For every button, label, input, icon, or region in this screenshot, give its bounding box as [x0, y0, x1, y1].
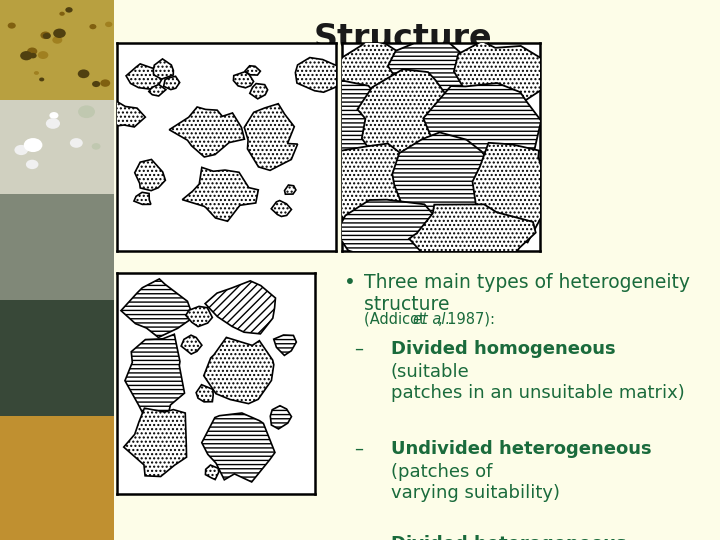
Polygon shape	[392, 132, 504, 222]
Polygon shape	[295, 58, 344, 92]
Circle shape	[59, 12, 65, 16]
Polygon shape	[153, 59, 174, 79]
Circle shape	[66, 7, 73, 12]
Circle shape	[78, 70, 89, 78]
Circle shape	[89, 24, 96, 29]
Text: Divided heterogeneous: Divided heterogeneous	[391, 535, 633, 540]
Polygon shape	[337, 39, 411, 105]
Bar	[0, 100, 114, 194]
Circle shape	[34, 71, 39, 75]
Circle shape	[53, 29, 66, 38]
Text: (Addicot: (Addicot	[364, 312, 430, 327]
Circle shape	[46, 118, 60, 129]
Text: –: –	[355, 440, 369, 458]
Polygon shape	[454, 41, 549, 108]
Circle shape	[26, 160, 38, 169]
Circle shape	[50, 112, 58, 119]
Polygon shape	[186, 306, 212, 327]
Polygon shape	[472, 143, 549, 242]
Polygon shape	[134, 192, 151, 205]
Polygon shape	[357, 69, 462, 174]
Text: Three main types of heterogeneity
structure: Three main types of heterogeneity struct…	[364, 273, 690, 314]
Circle shape	[105, 22, 112, 27]
Text: •: •	[344, 273, 356, 292]
Bar	[0, 194, 114, 300]
Circle shape	[20, 51, 32, 60]
Circle shape	[53, 36, 63, 44]
Circle shape	[37, 51, 48, 59]
Polygon shape	[205, 465, 219, 480]
Polygon shape	[126, 64, 162, 89]
Polygon shape	[125, 334, 184, 424]
Text: (suitable
patches in an unsuitable matrix): (suitable patches in an unsuitable matri…	[391, 363, 685, 402]
Text: et al.: et al.	[413, 312, 451, 327]
Polygon shape	[244, 104, 297, 170]
Polygon shape	[245, 66, 261, 75]
Bar	[0, 300, 114, 416]
Polygon shape	[270, 406, 292, 429]
Circle shape	[92, 81, 100, 87]
Bar	[0, 0, 114, 100]
Text: –: –	[355, 535, 369, 540]
Polygon shape	[204, 338, 274, 403]
Polygon shape	[149, 84, 166, 96]
Circle shape	[40, 31, 50, 39]
Polygon shape	[274, 335, 297, 355]
Polygon shape	[163, 76, 180, 90]
Polygon shape	[409, 204, 536, 266]
Circle shape	[8, 23, 16, 29]
Circle shape	[39, 78, 45, 82]
Polygon shape	[342, 43, 540, 251]
Polygon shape	[109, 102, 145, 127]
Bar	[0, 416, 114, 540]
Polygon shape	[315, 79, 397, 174]
Text: , 1987):: , 1987):	[438, 312, 495, 327]
Circle shape	[14, 145, 28, 155]
Polygon shape	[284, 185, 296, 194]
Polygon shape	[250, 84, 268, 99]
Circle shape	[100, 79, 110, 87]
Polygon shape	[181, 335, 202, 354]
Polygon shape	[182, 167, 258, 221]
Polygon shape	[271, 200, 292, 217]
Polygon shape	[423, 83, 541, 173]
Circle shape	[24, 138, 42, 152]
Circle shape	[27, 48, 37, 55]
Polygon shape	[336, 200, 444, 263]
Circle shape	[70, 138, 83, 148]
Polygon shape	[233, 72, 253, 88]
Polygon shape	[124, 408, 186, 476]
Text: Undivided heterogeneous: Undivided heterogeneous	[391, 440, 658, 458]
Polygon shape	[169, 107, 244, 157]
Circle shape	[30, 53, 37, 58]
Polygon shape	[202, 413, 275, 482]
Polygon shape	[121, 279, 191, 338]
Polygon shape	[205, 281, 276, 334]
Text: Structure: Structure	[314, 22, 492, 55]
Circle shape	[91, 143, 101, 150]
Text: (patches of
varying suitability): (patches of varying suitability)	[391, 463, 560, 502]
Polygon shape	[135, 159, 166, 191]
Polygon shape	[328, 144, 413, 228]
Circle shape	[42, 33, 51, 39]
Circle shape	[78, 105, 95, 118]
Text: Divided homogeneous: Divided homogeneous	[391, 340, 622, 358]
Polygon shape	[196, 384, 213, 402]
Polygon shape	[388, 42, 472, 98]
Text: –: –	[355, 340, 369, 358]
